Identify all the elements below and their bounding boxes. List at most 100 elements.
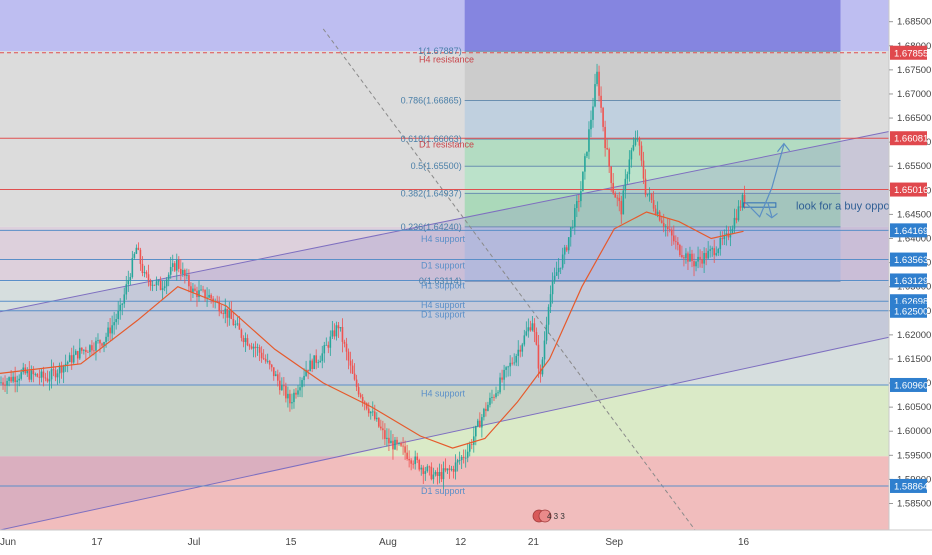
price-marker xyxy=(890,377,927,392)
level-annotation: D1 support xyxy=(421,310,466,320)
range-band xyxy=(0,281,889,385)
candle-body xyxy=(123,294,126,304)
candle-body xyxy=(34,373,37,375)
candle-body xyxy=(115,319,117,323)
candle-body xyxy=(285,385,287,399)
candle-body xyxy=(359,394,362,397)
candle-body xyxy=(477,420,479,427)
candle-body xyxy=(434,471,437,475)
candle-body xyxy=(693,261,695,267)
candle-body xyxy=(410,460,412,464)
price-marker-label: 1.66081 xyxy=(894,134,928,145)
fib-level-label: 0.236(1.64240) xyxy=(401,222,462,232)
candle-body xyxy=(93,350,95,352)
candle-body xyxy=(571,227,574,228)
candle-body xyxy=(89,345,91,353)
candle-body xyxy=(497,392,499,394)
candle-body xyxy=(159,280,162,291)
level-annotation: H4 support xyxy=(421,300,466,310)
candle-body xyxy=(99,340,101,344)
candle-body xyxy=(297,390,299,395)
candle-body xyxy=(602,107,604,127)
candle-body xyxy=(143,272,146,274)
candle-body xyxy=(636,138,639,140)
candle-body xyxy=(541,359,544,375)
candle-body xyxy=(495,393,497,398)
time-axis[interactable] xyxy=(0,530,932,550)
candle-body xyxy=(475,426,477,437)
event-flag-icon[interactable] xyxy=(538,509,552,523)
candle-body xyxy=(456,460,459,463)
candle-body xyxy=(404,446,406,453)
candle-body xyxy=(414,456,416,465)
candle-body xyxy=(416,456,419,460)
candle-body xyxy=(444,468,447,471)
candle-body xyxy=(509,362,511,367)
x-tick-label: 17 xyxy=(91,537,103,548)
candle-body xyxy=(731,228,734,234)
candle-body xyxy=(155,281,158,286)
candle-body xyxy=(46,378,49,382)
candle-body xyxy=(363,401,366,404)
candle-body xyxy=(440,472,443,480)
candle-body xyxy=(81,347,83,351)
candle-body xyxy=(16,380,18,383)
candle-body xyxy=(301,380,303,388)
candle-body xyxy=(299,387,301,391)
candle-body xyxy=(675,241,677,243)
candle-body xyxy=(420,467,423,470)
candle-body xyxy=(184,269,186,277)
candle-body xyxy=(244,338,247,343)
candle-body xyxy=(190,286,192,293)
candle-body xyxy=(565,247,568,251)
candle-body xyxy=(396,439,398,444)
candle-body xyxy=(367,408,370,414)
candle-body xyxy=(119,304,122,311)
candle-body xyxy=(145,272,148,275)
candle-body xyxy=(644,178,647,195)
candle-body xyxy=(220,311,223,314)
price-marker xyxy=(890,223,927,238)
candle-body xyxy=(204,289,206,299)
candle-body xyxy=(470,444,473,446)
candle-body xyxy=(382,428,384,431)
candle-body xyxy=(479,420,481,428)
candle-body xyxy=(349,360,352,366)
candle-body xyxy=(186,275,188,277)
candle-body xyxy=(612,183,614,194)
candle-body xyxy=(127,280,130,285)
candle-body xyxy=(460,456,463,461)
candle-body xyxy=(291,402,293,404)
candle-body xyxy=(531,323,534,331)
candle-body xyxy=(121,303,124,305)
candle-body xyxy=(600,95,602,108)
y-tick-label: 1.64500 xyxy=(897,209,931,220)
candle-body xyxy=(277,374,279,381)
candle-body xyxy=(634,138,637,146)
candle-body xyxy=(727,233,730,238)
candle-body xyxy=(129,277,132,281)
candle-body xyxy=(289,393,291,404)
candle-body xyxy=(236,323,239,325)
descending-trendline xyxy=(322,28,696,531)
candle-body xyxy=(481,417,483,428)
price-marker-label: 1.67855 xyxy=(894,48,928,59)
candle-body xyxy=(4,384,6,386)
candle-body xyxy=(741,194,744,208)
candle-body xyxy=(725,233,728,236)
candle-body xyxy=(620,201,623,215)
fib-zone xyxy=(464,193,841,227)
candle-body xyxy=(234,324,237,326)
candle-body xyxy=(689,253,691,262)
candle-body xyxy=(384,430,386,439)
candle-body xyxy=(270,364,273,368)
candle-body xyxy=(371,411,374,413)
range-band xyxy=(0,384,889,457)
candle-body xyxy=(426,466,429,472)
candle-body xyxy=(60,365,63,373)
candle-body xyxy=(735,217,738,221)
candle-body xyxy=(715,253,718,256)
ascending-channel xyxy=(0,131,889,530)
candle-body xyxy=(695,261,697,267)
